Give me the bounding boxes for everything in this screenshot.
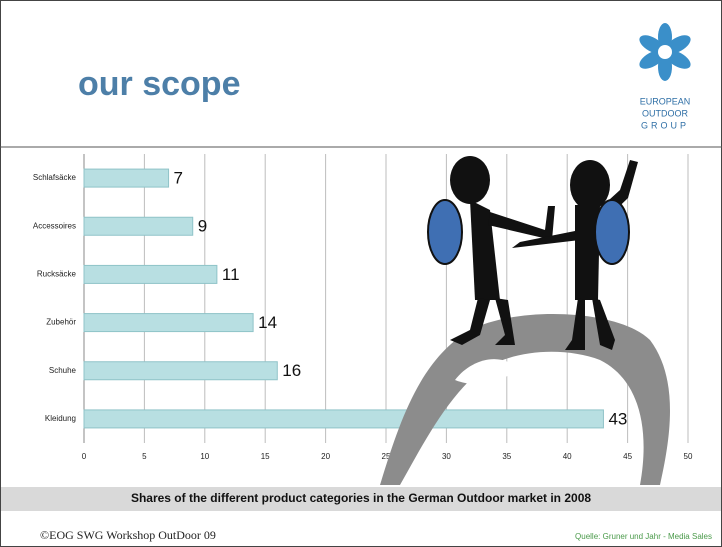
value-label: 7 [174, 169, 183, 188]
x-tick-label: 30 [442, 452, 451, 461]
x-tick-label: 15 [261, 452, 270, 461]
chart-caption: Shares of the different product categori… [131, 491, 591, 505]
logo-text: OUTDOOR [642, 108, 688, 118]
x-tick-label: 50 [684, 452, 693, 461]
x-tick-label: 35 [502, 452, 511, 461]
value-label: 43 [608, 409, 627, 428]
bar [84, 362, 277, 380]
bar [84, 217, 193, 235]
slide-title: our scope [78, 65, 240, 103]
bar [84, 265, 217, 283]
x-tick-label: 40 [563, 452, 572, 461]
bar [84, 169, 169, 187]
x-tick-label: 10 [200, 452, 209, 461]
value-label: 11 [222, 265, 240, 284]
logo-text: GROUP [641, 120, 689, 130]
x-tick-label: 0 [82, 452, 87, 461]
y-tick-label: Zubehör [46, 318, 76, 327]
x-tick-label: 45 [623, 452, 632, 461]
y-tick-label: Accessoires [33, 221, 76, 230]
y-tick-label: Schlafsäcke [33, 173, 77, 182]
bar [84, 410, 603, 428]
logo-text: EUROPEAN [640, 96, 691, 106]
bar [84, 314, 253, 332]
slide: our scope EUROPEAN OUTDOOR GROUP 0 5 10 15 2… [0, 0, 722, 547]
x-tick-label: 5 [142, 452, 147, 461]
y-tick-label: Rucksäcke [37, 270, 77, 279]
value-label: 16 [282, 361, 301, 380]
x-tick-label: 20 [321, 452, 330, 461]
footer: ©EOG SWG Workshop OutDoor 09 [40, 528, 216, 542]
source: Quelle: Gruner und Jahr - Media Sales [575, 532, 712, 541]
y-tick-label: Schuhe [49, 366, 77, 375]
value-label: 14 [258, 313, 277, 332]
y-tick-label: Kleidung [45, 414, 76, 423]
value-label: 9 [198, 217, 207, 236]
